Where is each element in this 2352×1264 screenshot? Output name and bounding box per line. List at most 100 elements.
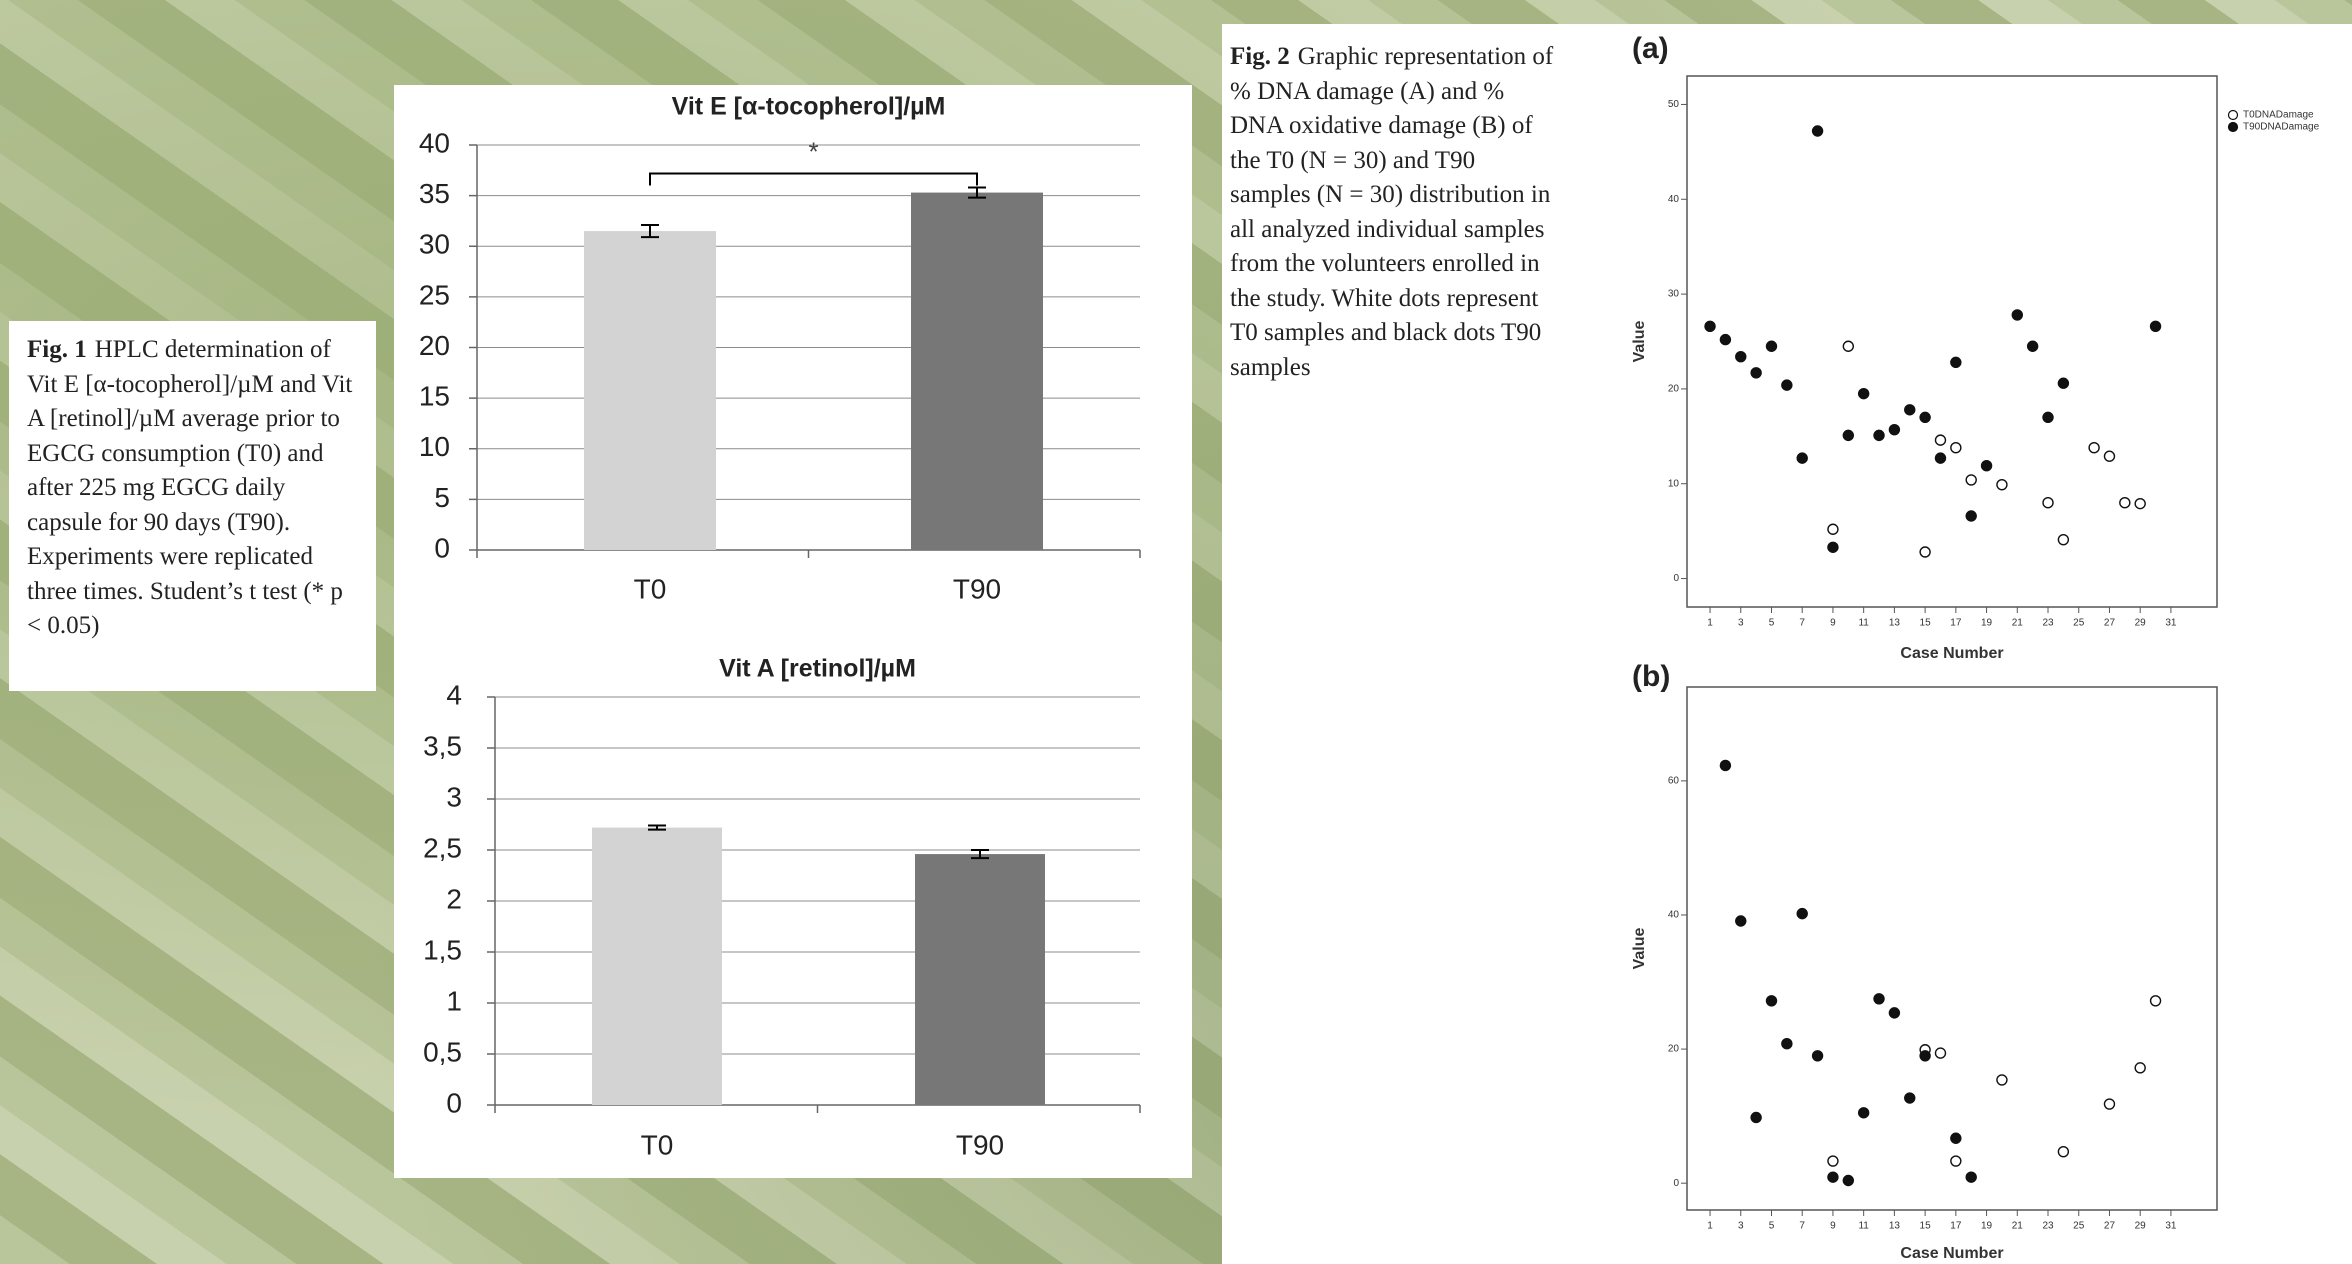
data-point [1843, 430, 1853, 440]
data-point [2058, 378, 2068, 388]
data-point [1720, 760, 1730, 770]
data-point [2043, 498, 2053, 508]
data-point [1751, 368, 1761, 378]
y-tick-label: 5 [434, 482, 450, 513]
x-tick-label: 7 [1799, 618, 1805, 629]
x-tick-label: 3 [1738, 618, 1744, 629]
data-point [1782, 1039, 1792, 1049]
y-tick-label: 60 [1668, 776, 1680, 787]
data-point [1889, 1008, 1899, 1018]
data-point [1889, 425, 1899, 435]
data-point [1982, 461, 1992, 471]
x-tick-label: 19 [1981, 1221, 1993, 1232]
x-tick-label: 21 [2012, 1221, 2024, 1232]
y-tick-label: 20 [419, 330, 450, 361]
data-point [1935, 453, 1945, 463]
x-tick-label: 25 [2073, 618, 2085, 629]
data-point [1951, 1156, 1961, 1166]
x-tick-label: T0 [641, 1129, 674, 1160]
x-tick-label: 15 [1920, 1221, 1932, 1232]
bar [584, 231, 716, 550]
y-tick-label: 2 [446, 883, 462, 914]
data-point [1920, 1051, 1930, 1061]
x-tick-label: 15 [1920, 618, 1932, 629]
y-tick-label: 10 [419, 431, 450, 462]
data-point [1874, 430, 1884, 440]
data-point [2135, 1063, 2145, 1073]
data-point [1751, 1112, 1761, 1122]
x-tick-label: 27 [2104, 618, 2116, 629]
caption-text: Graphic representation of % DNA damage (… [1230, 43, 1553, 381]
x-tick-label: 23 [2042, 618, 2054, 629]
y-tick-label: 2,5 [423, 832, 462, 863]
x-tick-label: 11 [1858, 618, 1869, 629]
y-tick-label: 35 [419, 178, 450, 209]
y-tick-label: 0 [446, 1087, 462, 1118]
x-tick-label: 3 [1738, 1221, 1744, 1232]
y-tick-label: 0 [1673, 573, 1679, 584]
significance-marker: * [808, 136, 818, 166]
legend-marker [2229, 123, 2238, 132]
panel-label: (b) [1632, 660, 1670, 693]
x-tick-label: 17 [1950, 618, 1962, 629]
x-tick-label: 13 [1889, 1221, 1901, 1232]
x-tick-label: 29 [2135, 618, 2147, 629]
data-point [2043, 412, 2053, 422]
data-point [1966, 511, 1976, 521]
y-tick-label: 15 [419, 381, 450, 412]
x-axis-label: Case Number [1900, 1245, 2003, 1262]
data-point [2120, 498, 2130, 508]
x-tick-label: 9 [1830, 1221, 1836, 1232]
x-tick-label: 9 [1830, 618, 1836, 629]
y-tick-label: 4 [446, 679, 462, 710]
x-tick-label: 1 [1707, 1221, 1713, 1232]
panel-label: (a) [1632, 32, 1669, 65]
data-point [1874, 994, 1884, 1004]
x-tick-label: 21 [2012, 618, 2024, 629]
data-point [1859, 1108, 1869, 1118]
data-point [1766, 996, 1776, 1006]
data-point [2012, 310, 2022, 320]
data-point [1843, 1175, 1853, 1185]
x-tick-label: 5 [1769, 1221, 1775, 1232]
data-point [1813, 1051, 1823, 1061]
data-point [1828, 542, 1838, 552]
x-tick-label: 5 [1769, 618, 1775, 629]
data-point [2028, 341, 2038, 351]
data-point [1720, 335, 1730, 345]
y-tick-label: 25 [419, 279, 450, 310]
y-tick-label: 1 [446, 985, 462, 1016]
y-tick-label: 40 [1668, 194, 1680, 205]
data-point [1920, 547, 1930, 557]
y-tick-label: 20 [1668, 384, 1680, 395]
data-point [1736, 352, 1746, 362]
x-tick-label: T90 [953, 573, 1001, 604]
y-tick-label: 50 [1668, 99, 1680, 110]
x-tick-label: 25 [2073, 1221, 2085, 1232]
y-axis-label: Value [1631, 321, 1648, 363]
data-point [1843, 341, 1853, 351]
data-point [1797, 909, 1807, 919]
y-tick-label: 0 [1673, 1178, 1679, 1189]
x-tick-label: 19 [1981, 618, 1993, 629]
data-point [1766, 341, 1776, 351]
data-point [1966, 1172, 1976, 1182]
y-axis-label: Value [1631, 928, 1648, 970]
data-point [1736, 916, 1746, 926]
x-tick-label: T0 [634, 573, 667, 604]
caption-label: Fig. 2 [1230, 43, 1290, 70]
legend-label: T90DNADamage [2243, 122, 2320, 133]
data-point [2151, 321, 2161, 331]
data-point [2151, 996, 2161, 1006]
x-tick-label: 27 [2104, 1221, 2116, 1232]
y-tick-label: 0 [434, 532, 450, 563]
data-point [1828, 1172, 1838, 1182]
y-tick-label: 10 [1668, 478, 1680, 489]
data-point [1920, 412, 1930, 422]
chart-title: Vit A [retinol]/µM [719, 655, 916, 683]
data-point [1966, 475, 1976, 485]
x-tick-label: 17 [1950, 1221, 1962, 1232]
bar-chart-panel [394, 85, 1192, 1178]
page: {"fig1_caption": {"label": "Fig. 1", "te… [0, 0, 2352, 1264]
